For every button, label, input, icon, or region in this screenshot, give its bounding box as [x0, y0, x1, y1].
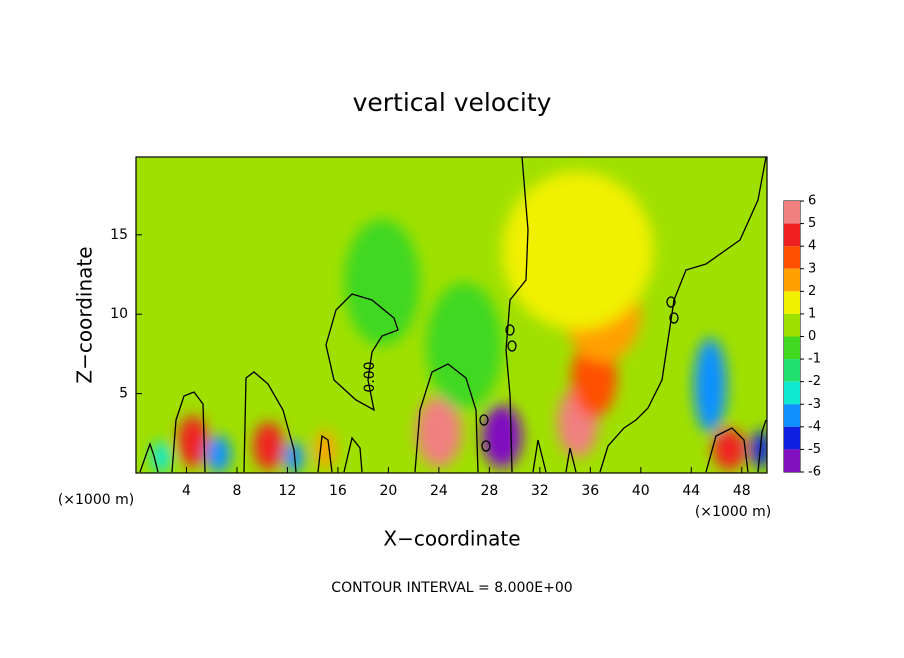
- field-feature-core: [320, 438, 331, 460]
- colorbar-swatch: [784, 359, 800, 382]
- x-tick-label: 44: [682, 483, 700, 499]
- y-axis-label: Z−coordinate: [73, 246, 97, 383]
- y-tick-label: 5: [119, 386, 128, 402]
- x-tick-label: 32: [531, 483, 549, 499]
- colorbar-label: 1: [808, 306, 816, 321]
- colorbar-swatch: [784, 246, 800, 269]
- colorbar-label: -2: [808, 374, 821, 389]
- colorbar-swatch: [784, 381, 800, 405]
- x-unit-left: (×1000 m): [58, 492, 134, 508]
- colorbar-swatch: [784, 336, 800, 360]
- colorbar-label: 6: [808, 194, 816, 209]
- colorbar-label: 2: [808, 284, 816, 299]
- colorbar-label: -6: [808, 465, 821, 480]
- colorbar-swatch: [784, 268, 800, 292]
- colorbar-swatch: [784, 426, 800, 450]
- contour-label: 0.00: [362, 361, 378, 392]
- colorbar-label: 3: [808, 261, 816, 276]
- blobs: [151, 171, 767, 473]
- x-tick-label: 8: [232, 483, 241, 499]
- field-feature-core: [582, 355, 606, 400]
- field-feature-core: [720, 437, 738, 461]
- field-feature-core: [156, 448, 167, 466]
- colorbar-label: 5: [808, 216, 816, 231]
- colorbar-swatch: [784, 201, 800, 224]
- footer: CONTOUR INTERVAL = 8.000E+00: [331, 580, 572, 596]
- colorbar-label: -4: [808, 419, 821, 434]
- x-tick-label: 36: [581, 483, 599, 499]
- contour-lines: [139, 157, 767, 473]
- y-tick-label: 10: [110, 306, 128, 322]
- x-tick-label: 48: [733, 483, 751, 499]
- field-feature: [426, 282, 502, 410]
- x-tick-label: 12: [279, 483, 297, 499]
- field-feature-core: [288, 448, 299, 466]
- field-feature-core: [185, 427, 201, 456]
- colorbar-swatch: [784, 291, 800, 314]
- field-feature-core: [427, 412, 451, 451]
- colorbar-label: -5: [808, 442, 821, 457]
- colorbar-swatch: [784, 449, 800, 472]
- field-feature-core: [702, 359, 719, 412]
- x-tick-label: 4: [182, 483, 191, 499]
- plot-frame: [135, 156, 768, 474]
- colorbar-label: 0: [808, 329, 816, 344]
- x-tick-label: 20: [379, 483, 397, 499]
- chart-title: vertical velocity: [353, 88, 552, 117]
- y-tick-label: 15: [110, 227, 128, 243]
- field-feature-core: [260, 432, 277, 460]
- field-feature-core: [491, 419, 513, 454]
- field-feature-core: [567, 402, 588, 442]
- colorbar-swatch: [784, 223, 800, 247]
- x-unit-right: (×1000 m): [695, 504, 771, 520]
- colorbar-swatch: [784, 313, 800, 337]
- field-feature: [344, 218, 420, 346]
- x-tick-label: 40: [632, 483, 650, 499]
- x-tick-label: 28: [480, 483, 498, 499]
- colorbar-label: -3: [808, 397, 821, 412]
- x-tick-label: 24: [430, 483, 448, 499]
- field-feature-core: [211, 443, 225, 465]
- field-feature: [501, 171, 654, 331]
- colorbar-label: 4: [808, 239, 816, 254]
- x-tick-label: 16: [329, 483, 347, 499]
- colorbar-label: -1: [808, 352, 821, 367]
- field: 0.00: [136, 157, 767, 473]
- colorbar-swatch: [784, 404, 800, 427]
- x-axis-label: X−coordinate: [383, 527, 520, 551]
